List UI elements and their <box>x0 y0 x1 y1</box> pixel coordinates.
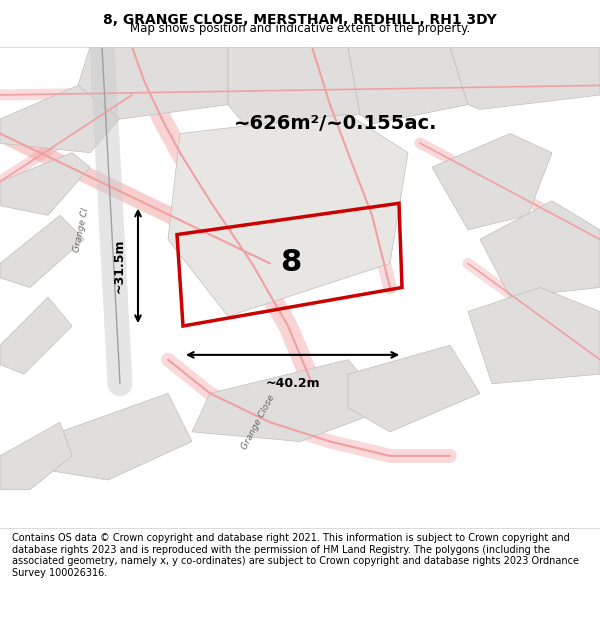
Text: 8, GRANGE CLOSE, MERSTHAM, REDHILL, RH1 3DY: 8, GRANGE CLOSE, MERSTHAM, REDHILL, RH1 … <box>103 13 497 27</box>
Polygon shape <box>468 288 600 384</box>
Polygon shape <box>348 47 468 124</box>
Polygon shape <box>0 215 84 288</box>
Polygon shape <box>192 359 390 441</box>
Polygon shape <box>480 201 600 297</box>
Polygon shape <box>0 422 72 489</box>
Text: ~626m²/~0.155ac.: ~626m²/~0.155ac. <box>234 114 438 133</box>
Polygon shape <box>0 86 132 152</box>
Polygon shape <box>228 47 360 134</box>
Polygon shape <box>0 152 90 215</box>
Text: Grange Close: Grange Close <box>240 393 276 451</box>
Text: 8: 8 <box>280 248 301 278</box>
Polygon shape <box>432 134 552 230</box>
Text: ~31.5m: ~31.5m <box>113 239 126 293</box>
Text: Contains OS data © Crown copyright and database right 2021. This information is : Contains OS data © Crown copyright and d… <box>12 533 579 578</box>
Polygon shape <box>78 47 228 119</box>
Polygon shape <box>48 393 192 480</box>
Polygon shape <box>450 47 600 109</box>
Text: ~40.2m: ~40.2m <box>265 376 320 389</box>
Text: Map shows position and indicative extent of the property.: Map shows position and indicative extent… <box>130 22 470 35</box>
Polygon shape <box>168 114 408 316</box>
Text: Grange Cl: Grange Cl <box>72 207 90 252</box>
Polygon shape <box>0 297 72 374</box>
Polygon shape <box>348 345 480 432</box>
